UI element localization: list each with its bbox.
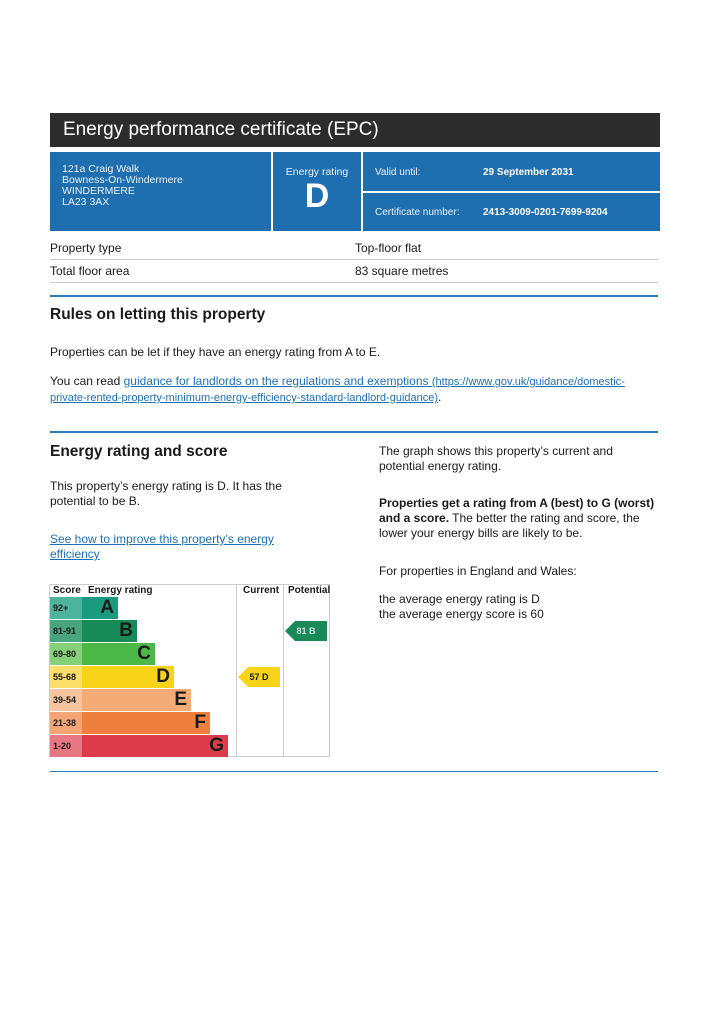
score-header: Score: [53, 585, 81, 596]
rating-header: Energy rating: [88, 585, 153, 596]
floor-area-row: Total floor area 83 square metres: [50, 262, 658, 283]
current-rating-arrow: 57 D: [238, 667, 280, 687]
row-label: Property type: [50, 241, 122, 255]
row-value: Top-floor flat: [355, 241, 422, 255]
address: 121a Craig Walk Bowness-On-Windermere WI…: [50, 152, 271, 231]
band-score-E: 39-54: [50, 689, 82, 711]
row-label: Total floor area: [50, 264, 130, 278]
band-score-D: 55-68: [50, 666, 82, 688]
link-url: (https://www.gov.uk/guidance/domestic-pr…: [50, 376, 625, 404]
band-score-C: 69-80: [50, 643, 82, 665]
average-score: the average energy score is 60: [379, 607, 544, 621]
rules-heading: Rules on letting this property: [50, 306, 266, 323]
band-bar-C: C: [82, 643, 155, 665]
property-type-row: Property type Top-floor flat: [50, 239, 658, 260]
column-divider: [283, 585, 284, 757]
potential-rating-arrow: 81 B: [285, 621, 327, 641]
address-line: WINDERMERE: [62, 185, 135, 197]
page-title: Energy performance certificate (EPC): [50, 113, 660, 147]
text: The better the rating and score, the low…: [379, 511, 640, 540]
band-score-A: 92+: [50, 597, 82, 619]
rating-explanation: Properties get a rating from A (best) to…: [379, 496, 664, 541]
energy-rating-chart: Score Energy rating Current Potential 92…: [49, 584, 330, 757]
row-value: 83 square metres: [355, 264, 449, 278]
address-line: Bowness-On-Windermere: [62, 174, 183, 186]
band-score-G: 1-20: [50, 735, 82, 757]
valid-until-label: Valid until:: [375, 167, 421, 178]
certificate-label: Certificate number:: [375, 207, 460, 218]
band-bar-D: D: [82, 666, 174, 688]
band-bar-F: F: [82, 712, 210, 734]
england-wales: For properties in England and Wales:: [379, 564, 577, 578]
link-text: guidance for landlords on the regulation…: [123, 374, 429, 388]
band-bar-B: B: [82, 620, 137, 642]
average-rating: the average energy rating is D: [379, 592, 540, 606]
energy-rating-label: Energy rating: [285, 166, 349, 178]
divider: [50, 431, 658, 433]
potential-header: Potential: [288, 585, 331, 596]
divider: [50, 295, 658, 297]
improve-paragraph: See how to improve this property’s energ…: [50, 532, 290, 562]
address-line: LA23 3AX: [62, 196, 110, 208]
energy-rating-box: Energy rating D: [273, 152, 361, 231]
band-bar-E: E: [82, 689, 191, 711]
energy-rating-value: D: [304, 177, 330, 215]
band-score-B: 81-91: [50, 620, 82, 642]
band-bar-G: G: [82, 735, 228, 757]
valid-until: Valid until: 29 September 2031: [363, 152, 660, 191]
certificate-value: 2413-3009-0201-7699-9204: [483, 207, 608, 218]
address-line: 121a Craig Walk: [62, 163, 140, 175]
current-header: Current: [243, 585, 280, 596]
graph-explanation: The graph shows this property’s current …: [379, 444, 613, 473]
improve-link[interactable]: See how to improve this property’s energ…: [50, 532, 274, 561]
score-text: This property’s energy rating is D. It h…: [50, 479, 282, 508]
band-score-F: 21-38: [50, 712, 82, 734]
divider: [50, 771, 658, 772]
text: .: [438, 390, 442, 404]
guidance-link[interactable]: guidance for landlords on the regulation…: [50, 374, 625, 404]
bold-text: Properties get a rating from A (best) to…: [379, 496, 655, 525]
rules-guidance: You can read guidance for landlords on t…: [50, 374, 650, 406]
rules-text: Properties can be let if they have an en…: [50, 345, 381, 359]
column-divider: [236, 585, 237, 757]
band-bar-A: A: [82, 597, 118, 619]
certificate-number: Certificate number: 2413-3009-0201-7699-…: [363, 193, 660, 231]
text: You can read: [50, 374, 124, 388]
score-heading: Energy rating and score: [50, 443, 228, 460]
valid-until-value: 29 September 2031: [483, 167, 574, 178]
